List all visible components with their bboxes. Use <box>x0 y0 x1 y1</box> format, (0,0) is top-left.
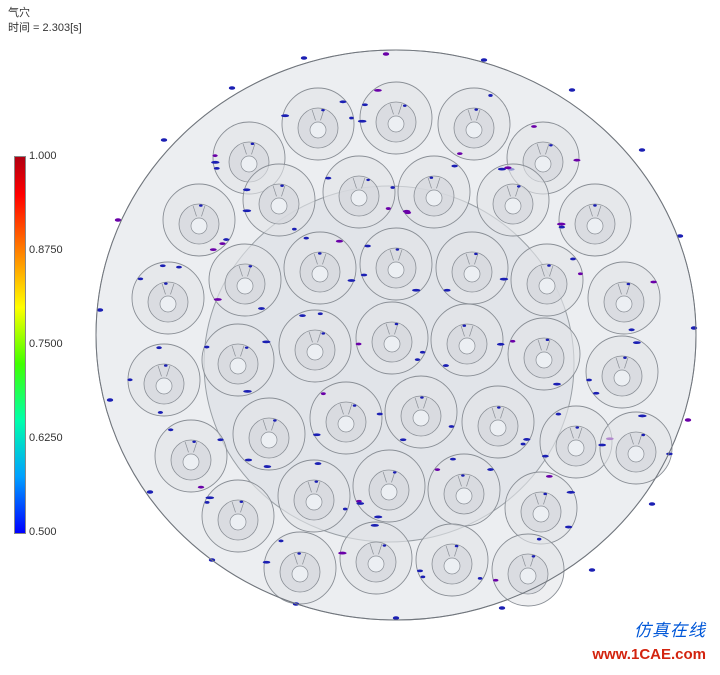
tube <box>127 344 200 416</box>
legend-tick: 0.6250 <box>29 432 63 444</box>
tube <box>360 228 432 300</box>
tube <box>505 472 577 544</box>
watermark-cn: 仿真在线 <box>634 616 706 641</box>
tube <box>492 534 564 606</box>
legend-tick: 0.8750 <box>29 244 63 256</box>
tube <box>202 324 274 396</box>
tube <box>385 376 457 448</box>
tube <box>263 532 336 604</box>
tube <box>202 480 274 552</box>
tube <box>279 310 351 382</box>
tube <box>233 398 305 470</box>
tube <box>416 524 488 596</box>
tube <box>243 164 315 236</box>
tube <box>278 460 350 532</box>
tube <box>586 336 658 408</box>
legend-tick: 0.500 <box>29 526 57 538</box>
tube <box>356 302 428 374</box>
model-viewport <box>86 40 706 630</box>
legend-tick: 0.7500 <box>29 338 63 350</box>
tube <box>511 244 583 316</box>
tube <box>209 244 281 316</box>
tube <box>462 386 534 458</box>
tube <box>132 262 204 334</box>
time-label: 时间 = 2.303[s] <box>8 21 82 36</box>
tube <box>281 88 354 160</box>
tube <box>438 88 510 160</box>
tube <box>323 156 395 228</box>
tube <box>477 164 549 236</box>
tube <box>310 382 383 454</box>
tube <box>353 450 425 522</box>
watermark-url: www.1CAE.com <box>592 646 706 663</box>
color-legend: 1.000 0.8750 0.7500 0.6250 0.500 <box>14 150 76 538</box>
plot-title: 气穴 <box>8 6 82 21</box>
tube <box>163 184 235 256</box>
legend-tick: 1.000 <box>29 150 57 162</box>
tube <box>428 454 500 526</box>
air-trap-render <box>86 40 706 630</box>
tube <box>284 232 356 304</box>
tube <box>155 420 227 492</box>
tube <box>436 232 508 304</box>
legend-bar <box>14 156 26 534</box>
tube <box>588 262 660 334</box>
tube <box>398 156 470 228</box>
tube <box>508 318 580 390</box>
header-block: 气穴 时间 = 2.303[s] <box>8 6 82 36</box>
